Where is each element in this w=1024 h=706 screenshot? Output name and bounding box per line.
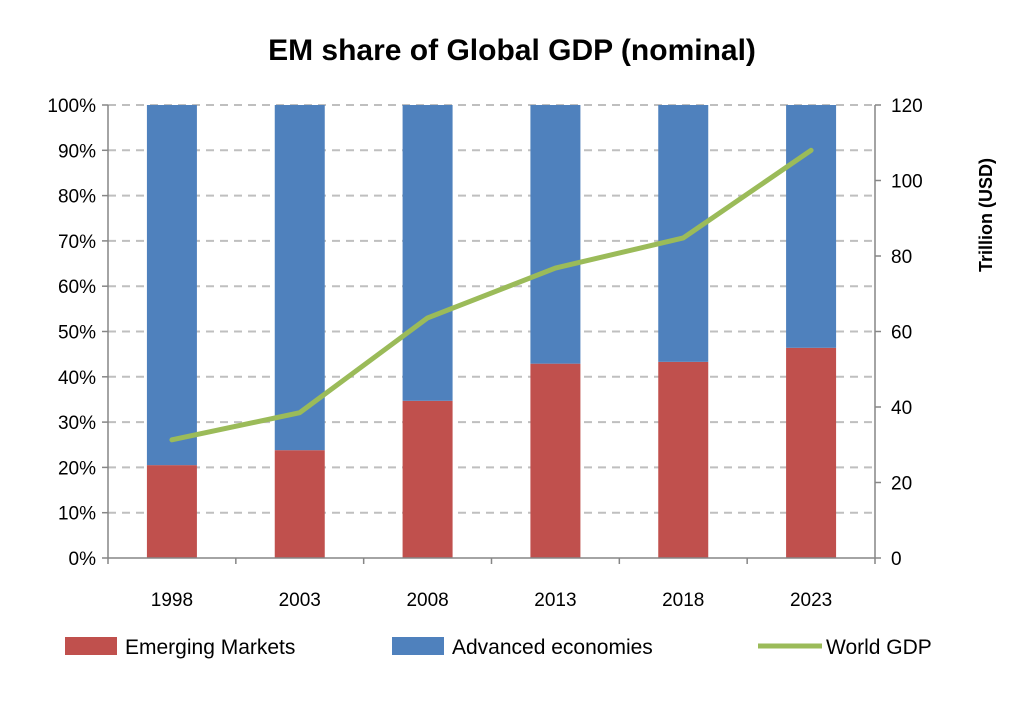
legend-label-world-gdp: World GDP bbox=[826, 636, 932, 659]
right-axis-label: Trillion (USD) bbox=[976, 158, 996, 272]
left-tick-label: 0% bbox=[69, 549, 97, 570]
left-tick-label: 40% bbox=[58, 368, 96, 389]
gridlines bbox=[108, 105, 875, 513]
right-tick-label: 80 bbox=[891, 247, 912, 268]
x-tick-label: 2003 bbox=[279, 590, 321, 611]
bar-advanced-economies-2018 bbox=[658, 105, 708, 362]
bar-emerging-markets-2013 bbox=[530, 364, 580, 558]
bar-emerging-markets-2003 bbox=[275, 450, 325, 558]
x-tick-label: 2013 bbox=[534, 590, 576, 611]
legend-swatch-advanced-economies bbox=[392, 637, 444, 655]
x-tick-label: 2023 bbox=[790, 590, 832, 611]
x-tick-label: 1998 bbox=[151, 590, 193, 611]
bar-advanced-economies-2008 bbox=[403, 105, 453, 401]
bar-advanced-economies-2023 bbox=[786, 105, 836, 348]
left-tick-label: 20% bbox=[58, 458, 96, 479]
right-tick-label: 100 bbox=[891, 172, 923, 193]
bar-advanced-economies-2013 bbox=[530, 105, 580, 364]
left-tick-label: 80% bbox=[58, 187, 96, 208]
bar-advanced-economies-1998 bbox=[147, 105, 197, 465]
left-tick-label: 70% bbox=[58, 232, 96, 253]
bar-emerging-markets-2023 bbox=[786, 348, 836, 558]
right-tick-label: 40 bbox=[891, 398, 912, 419]
legend: Emerging Markets Advanced economies World … bbox=[65, 636, 932, 659]
x-tick-label: 2018 bbox=[662, 590, 704, 611]
chart-title: EM share of Global GDP (nominal) bbox=[268, 34, 756, 67]
left-tick-label: 90% bbox=[58, 141, 96, 162]
left-tick-label: 10% bbox=[58, 504, 96, 525]
right-tick-label: 20 bbox=[891, 474, 912, 495]
legend-label-emerging-markets: Emerging Markets bbox=[125, 636, 295, 659]
left-tick-label: 60% bbox=[58, 277, 96, 298]
bar-emerging-markets-2018 bbox=[658, 362, 708, 558]
world-gdp-polyline bbox=[172, 150, 811, 440]
left-tick-label: 100% bbox=[47, 96, 96, 117]
right-tick-label: 60 bbox=[891, 323, 912, 344]
right-tick-label: 0 bbox=[891, 549, 902, 570]
left-tick-label: 50% bbox=[58, 323, 96, 344]
bar-emerging-markets-1998 bbox=[147, 465, 197, 558]
legend-label-advanced-economies: Advanced economies bbox=[452, 636, 653, 659]
left-tick-label: 30% bbox=[58, 413, 96, 434]
world-gdp-line bbox=[172, 150, 811, 440]
right-tick-label: 120 bbox=[891, 96, 923, 117]
legend-swatch-emerging-markets bbox=[65, 637, 117, 655]
bar-emerging-markets-2008 bbox=[403, 401, 453, 558]
x-tick-label: 2008 bbox=[406, 590, 448, 611]
